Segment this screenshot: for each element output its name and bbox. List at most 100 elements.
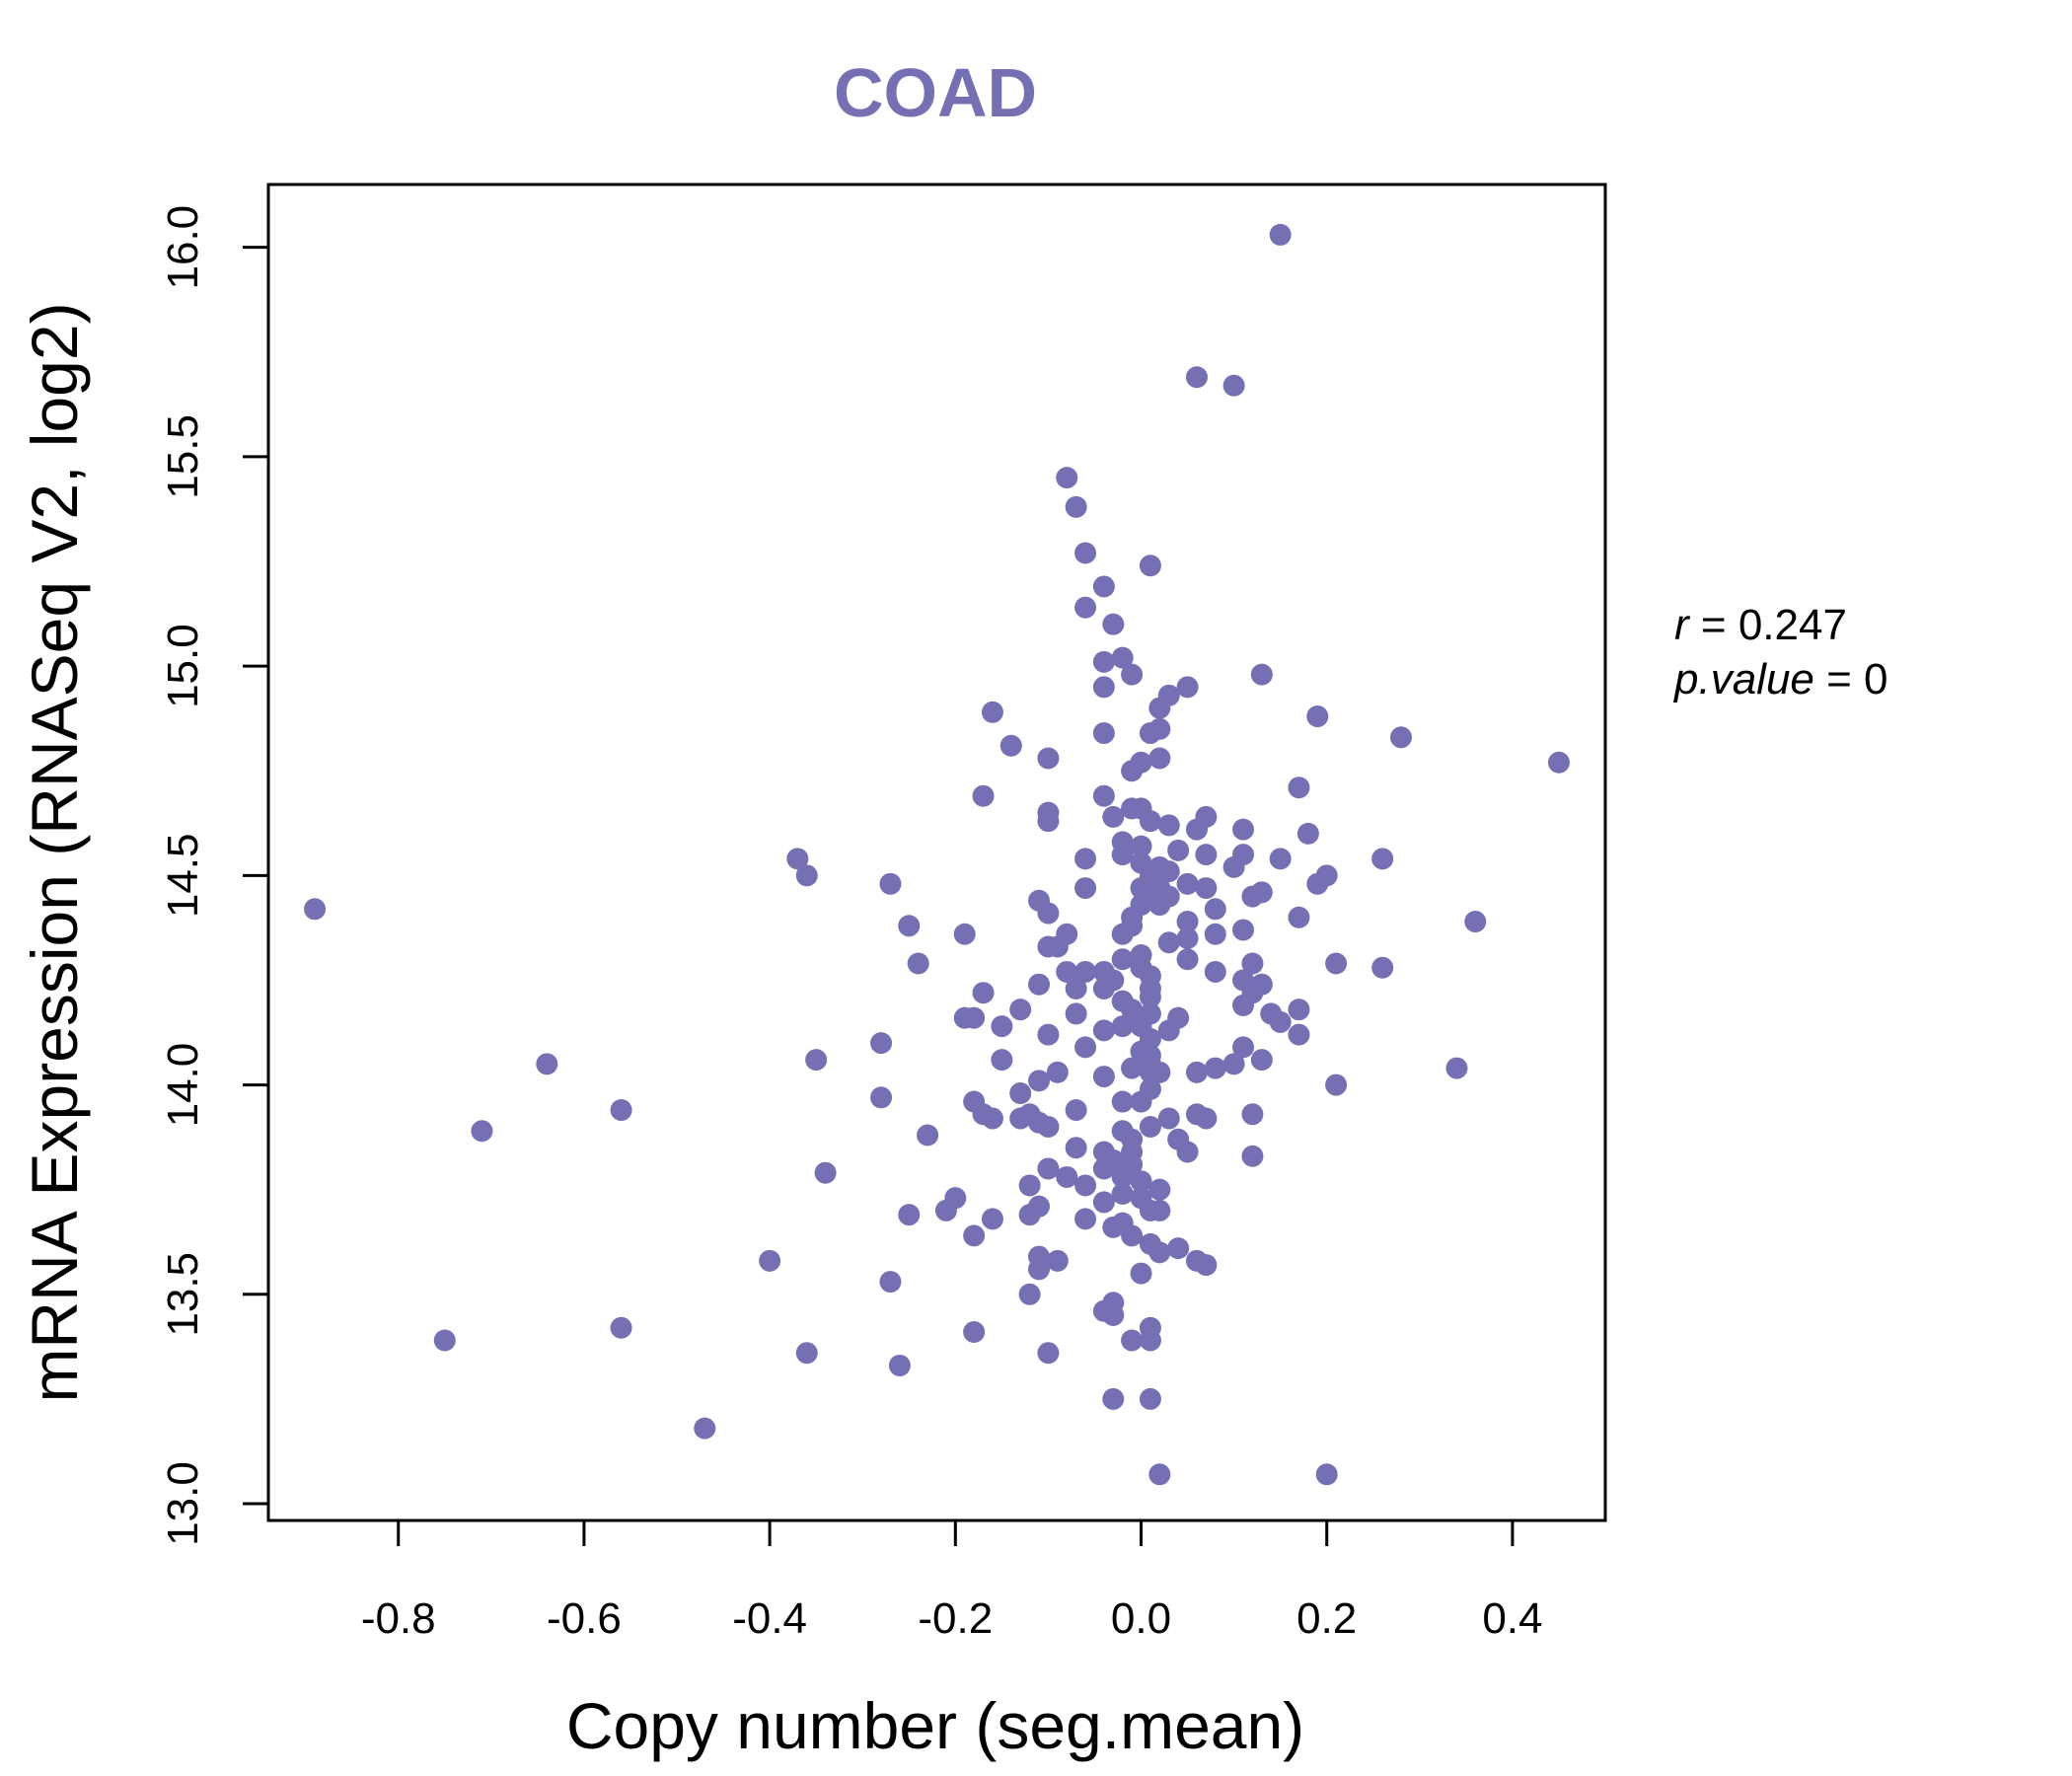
data-point (879, 872, 902, 895)
data-point (1148, 1178, 1171, 1201)
x-tick-label: 0.4 (1482, 1594, 1542, 1643)
data-point (1185, 366, 1208, 389)
data-point (1037, 1157, 1060, 1180)
data-point (1111, 1182, 1134, 1205)
r-label: r (1674, 601, 1691, 649)
data-point (1288, 999, 1310, 1021)
x-tick-label: -0.8 (361, 1594, 436, 1643)
data-point (1065, 1002, 1087, 1025)
data-point (1092, 650, 1115, 673)
data-point (917, 1124, 939, 1147)
y-tick-label: 14.5 (159, 834, 207, 919)
data-point (1176, 948, 1199, 971)
data-point (1241, 885, 1264, 908)
data-point (1046, 935, 1069, 958)
data-point (1250, 1049, 1273, 1072)
data-point (1185, 1061, 1208, 1083)
data-point (1167, 839, 1190, 861)
data-point (1176, 911, 1199, 933)
data-point (433, 1329, 456, 1352)
data-point (1176, 927, 1199, 950)
x-tick-label: 0.0 (1111, 1594, 1171, 1643)
data-point (1241, 1103, 1264, 1126)
data-point (1167, 1237, 1190, 1260)
data-point (1056, 960, 1078, 983)
data-point (1139, 986, 1161, 1008)
data-point (1241, 952, 1264, 975)
data-point (1037, 1116, 1060, 1139)
data-point (1139, 1329, 1161, 1352)
y-tick-label: 13.0 (159, 1461, 207, 1546)
data-point (1102, 613, 1125, 635)
data-point (1121, 1224, 1144, 1247)
data-point (1065, 1099, 1087, 1122)
data-point (1121, 797, 1144, 820)
data-point (934, 1199, 957, 1221)
data-point (1185, 818, 1208, 841)
data-point (1204, 1057, 1226, 1079)
data-point (1121, 1329, 1144, 1352)
data-point (963, 1224, 986, 1247)
data-point (1130, 1090, 1152, 1113)
data-point (1464, 911, 1487, 933)
data-point (786, 848, 809, 870)
data-point (1037, 747, 1060, 770)
y-tick-label: 16.0 (159, 205, 207, 290)
data-point (1102, 1387, 1125, 1410)
data-point (1325, 1073, 1348, 1096)
data-point (1111, 844, 1134, 866)
data-point (999, 734, 1022, 757)
data-point (907, 952, 929, 975)
data-point (1288, 777, 1310, 799)
data-point (1139, 810, 1161, 833)
data-point (1250, 663, 1273, 686)
data-point (1176, 1141, 1199, 1163)
y-tick-label: 13.5 (159, 1252, 207, 1337)
data-point (1148, 1463, 1171, 1486)
data-point (1074, 596, 1097, 619)
data-point (1028, 1070, 1051, 1092)
data-point (972, 982, 995, 1004)
data-point (1325, 952, 1348, 975)
data-point (805, 1049, 828, 1072)
data-point (1009, 1082, 1032, 1105)
data-point (1028, 1258, 1051, 1281)
y-tick-label: 15.0 (159, 624, 207, 708)
data-point (1176, 872, 1199, 895)
data-point (888, 1354, 911, 1376)
data-point (1157, 860, 1180, 883)
data-point (1371, 848, 1394, 870)
data-point (1195, 1254, 1218, 1277)
data-point (1065, 977, 1087, 999)
data-point (1018, 1204, 1041, 1226)
data-point (991, 1015, 1013, 1038)
data-point (1296, 822, 1319, 845)
data-point (1148, 1241, 1171, 1264)
data-point (1092, 676, 1115, 699)
data-point (1148, 1061, 1171, 1083)
data-point (1111, 1090, 1134, 1113)
data-point (1139, 555, 1161, 577)
data-point (1092, 722, 1115, 745)
data-point (1195, 1107, 1218, 1130)
data-point (1074, 848, 1097, 870)
data-point (1269, 848, 1292, 870)
plot-frame (266, 183, 1607, 1522)
data-point (879, 1271, 902, 1294)
y-tick-label: 15.5 (159, 414, 207, 499)
data-point (1074, 542, 1097, 564)
data-point (1046, 1249, 1069, 1272)
data-point (1037, 902, 1060, 925)
data-point (1074, 1208, 1097, 1230)
x-tick-label: 0.2 (1296, 1594, 1357, 1643)
x-tick-label: -0.6 (547, 1594, 622, 1643)
data-point (694, 1417, 716, 1440)
data-point (1195, 877, 1218, 900)
data-point (1315, 1463, 1338, 1486)
data-point (898, 915, 921, 937)
data-point (1121, 760, 1144, 782)
data-point (1445, 1057, 1468, 1079)
data-point (1046, 1061, 1069, 1083)
data-point (1009, 999, 1032, 1021)
data-point (1102, 805, 1125, 828)
